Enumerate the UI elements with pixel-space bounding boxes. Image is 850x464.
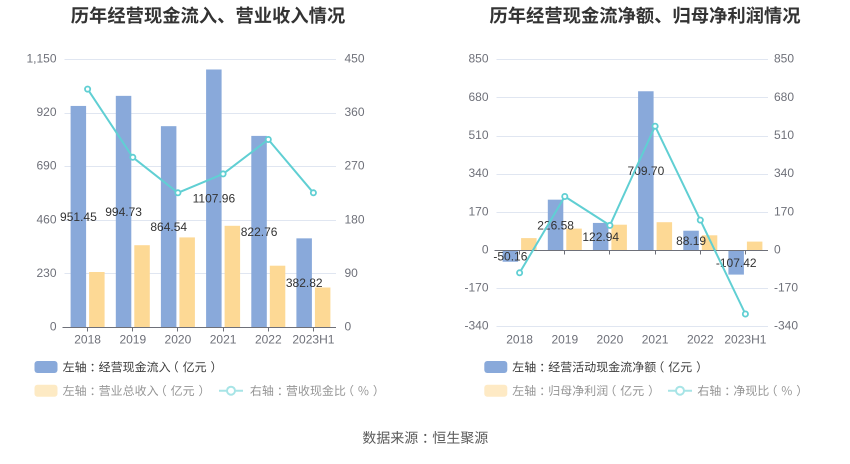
svg-text:2020: 2020 <box>165 333 192 347</box>
svg-text:170: 170 <box>468 204 488 218</box>
svg-text:88.19: 88.19 <box>676 234 706 248</box>
svg-text:170: 170 <box>774 204 794 218</box>
svg-text:510: 510 <box>468 128 488 142</box>
svg-text:90: 90 <box>345 266 359 280</box>
svg-text:2023H1: 2023H1 <box>724 333 766 347</box>
svg-text:122.94: 122.94 <box>582 230 619 244</box>
svg-text:340: 340 <box>774 166 794 180</box>
svg-text:2021: 2021 <box>210 333 237 347</box>
svg-text:226.58: 226.58 <box>537 218 574 232</box>
svg-text:0: 0 <box>345 319 352 333</box>
svg-text:180: 180 <box>345 212 365 226</box>
svg-text:0: 0 <box>482 242 489 256</box>
svg-text:2019: 2019 <box>551 333 578 347</box>
svg-text:1,150: 1,150 <box>26 52 56 66</box>
svg-text:994.73: 994.73 <box>105 205 142 219</box>
svg-text:2023H1: 2023H1 <box>292 333 334 347</box>
svg-text:2018: 2018 <box>74 333 101 347</box>
svg-text:340: 340 <box>468 166 488 180</box>
svg-text:920: 920 <box>36 105 56 119</box>
svg-text:510: 510 <box>774 128 794 142</box>
svg-text:360: 360 <box>345 105 365 119</box>
svg-text:-170: -170 <box>774 281 798 295</box>
svg-text:2021: 2021 <box>642 333 669 347</box>
svg-text:0: 0 <box>50 319 57 333</box>
svg-text:850: 850 <box>468 52 488 66</box>
svg-text:-340: -340 <box>774 319 798 333</box>
svg-text:-107.42: -107.42 <box>716 256 757 270</box>
svg-text:864.54: 864.54 <box>150 220 187 234</box>
svg-text:951.45: 951.45 <box>60 210 97 224</box>
svg-text:822.76: 822.76 <box>241 225 278 239</box>
svg-text:680: 680 <box>774 90 794 104</box>
svg-text:-50.16: -50.16 <box>493 249 527 263</box>
svg-text:680: 680 <box>468 90 488 104</box>
svg-text:2018: 2018 <box>506 333 533 347</box>
svg-text:690: 690 <box>36 159 56 173</box>
svg-text:-170: -170 <box>464 281 488 295</box>
svg-text:270: 270 <box>345 159 365 173</box>
svg-text:230: 230 <box>36 266 56 280</box>
svg-text:460: 460 <box>36 212 56 226</box>
svg-text:850: 850 <box>774 52 794 66</box>
svg-text:-340: -340 <box>464 319 488 333</box>
svg-text:2022: 2022 <box>687 333 714 347</box>
svg-text:450: 450 <box>345 52 365 66</box>
svg-text:2022: 2022 <box>255 333 282 347</box>
svg-text:2019: 2019 <box>119 333 146 347</box>
svg-text:2020: 2020 <box>597 333 624 347</box>
svg-text:0: 0 <box>774 242 781 256</box>
svg-text:1107.96: 1107.96 <box>193 192 236 206</box>
svg-text:382.82: 382.82 <box>286 276 323 290</box>
